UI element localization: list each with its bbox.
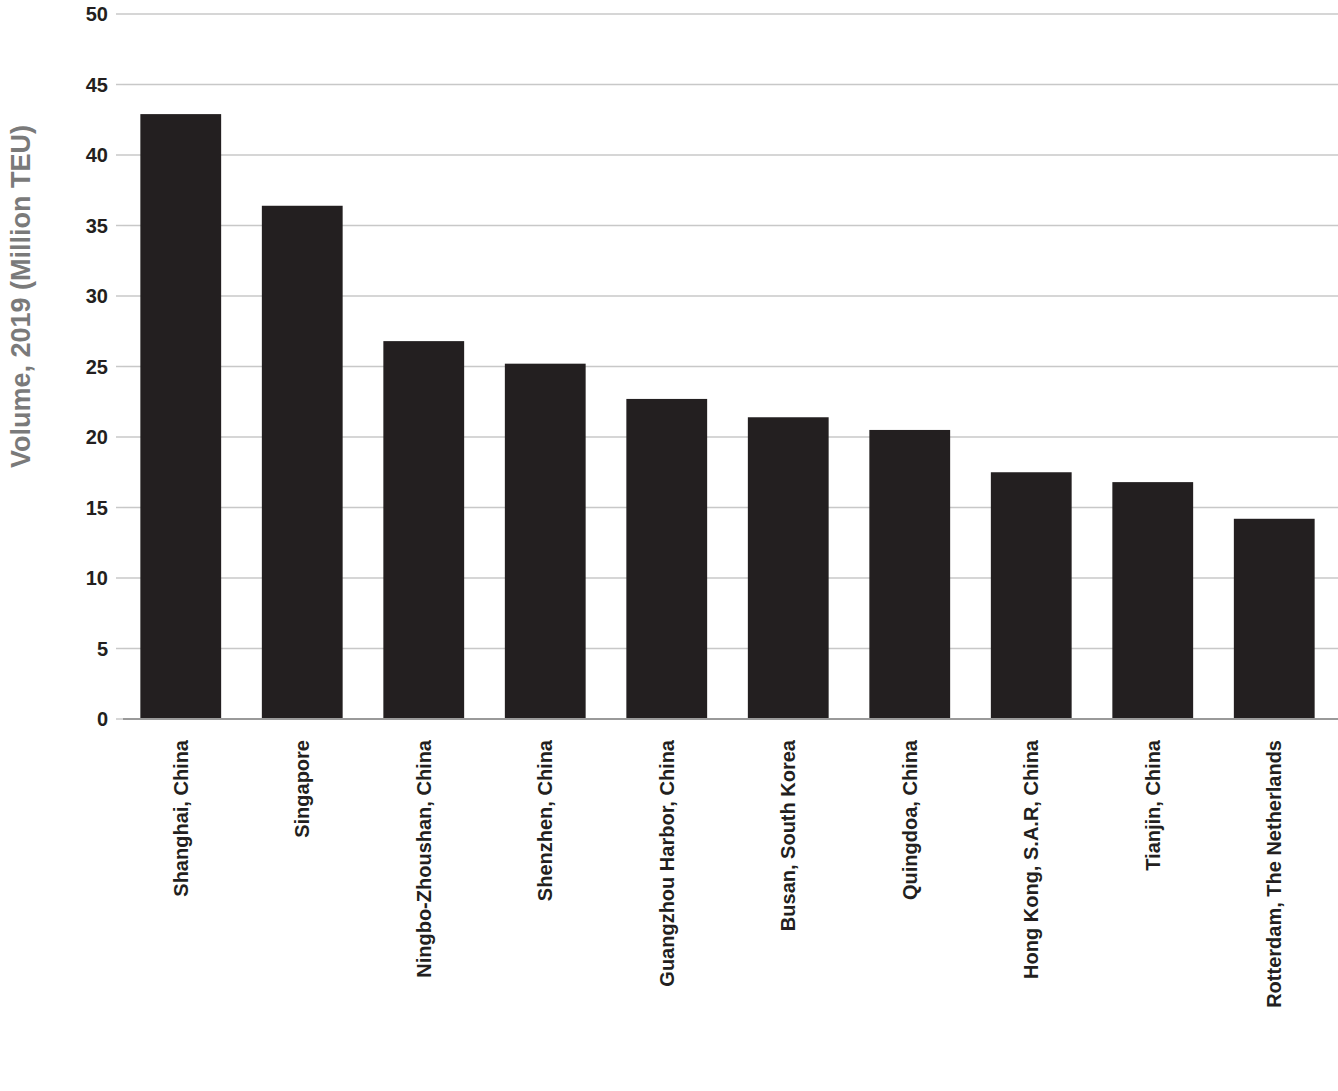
tick-mark (116, 84, 123, 86)
y-tick-label: 0 (97, 708, 108, 730)
grid-line (123, 154, 1338, 156)
y-tick-label: 25 (86, 356, 108, 378)
grid-line (123, 84, 1338, 86)
bar (1234, 519, 1315, 719)
chart-root: 0 5 10 15 20 25 30 35 40 45 50 Shanghai, China Singa… (0, 0, 1338, 1091)
x-tick-label: Shenzhen, China (534, 739, 556, 901)
x-tick-label: Tianjin, China (1142, 739, 1164, 871)
tick-mark (116, 295, 123, 297)
y-tick-label: 5 (97, 638, 108, 660)
bar (869, 430, 950, 719)
tick-mark (116, 366, 123, 368)
tick-mark (116, 507, 123, 509)
x-axis-line (123, 718, 1338, 720)
y-tick-label: 15 (86, 497, 108, 519)
tick-mark (116, 225, 123, 227)
tick-mark (116, 13, 123, 15)
x-tick-label: Hong Kong, S.A.R, China (1020, 739, 1042, 979)
y-tick-label: 10 (86, 567, 108, 589)
bar (505, 364, 586, 719)
y-tick-label: 50 (86, 3, 108, 25)
bars (140, 114, 1314, 719)
tick-mark (116, 577, 123, 579)
tick-mark (116, 718, 123, 720)
tick-mark (116, 648, 123, 650)
tick-mark (116, 436, 123, 438)
x-tick-label: Ningbo-Zhoushan, China (413, 739, 435, 978)
x-tick-label: Busan, South Korea (777, 739, 799, 931)
chart: 0 5 10 15 20 25 30 35 40 45 50 Shanghai, China Singa… (0, 0, 1338, 1091)
x-tick-label: Guangzhou Harbor, China (656, 739, 678, 987)
bar (262, 206, 343, 719)
bar (1112, 482, 1193, 719)
bar (748, 417, 829, 719)
y-tick-label: 20 (86, 426, 108, 448)
x-tick-label: Rotterdam, The Netherlands (1263, 740, 1285, 1008)
grid-line (123, 13, 1338, 15)
bar (383, 341, 464, 719)
grid (116, 14, 1338, 719)
y-axis-title: Volume, 2019 (Million TEU) (6, 125, 36, 468)
bar (991, 472, 1072, 719)
y-tick-label: 40 (86, 144, 108, 166)
y-tick-label: 35 (86, 215, 108, 237)
y-tick-label: 45 (86, 74, 108, 96)
grid-line (123, 718, 1338, 720)
bar (626, 399, 707, 719)
x-tick-label: Shanghai, China (170, 739, 192, 897)
tick-mark (116, 154, 123, 156)
bar (140, 114, 221, 719)
x-tick-label: Singapore (291, 740, 313, 838)
y-tick-label: 30 (86, 285, 108, 307)
x-tick-label: Quingdoa, China (899, 739, 921, 900)
